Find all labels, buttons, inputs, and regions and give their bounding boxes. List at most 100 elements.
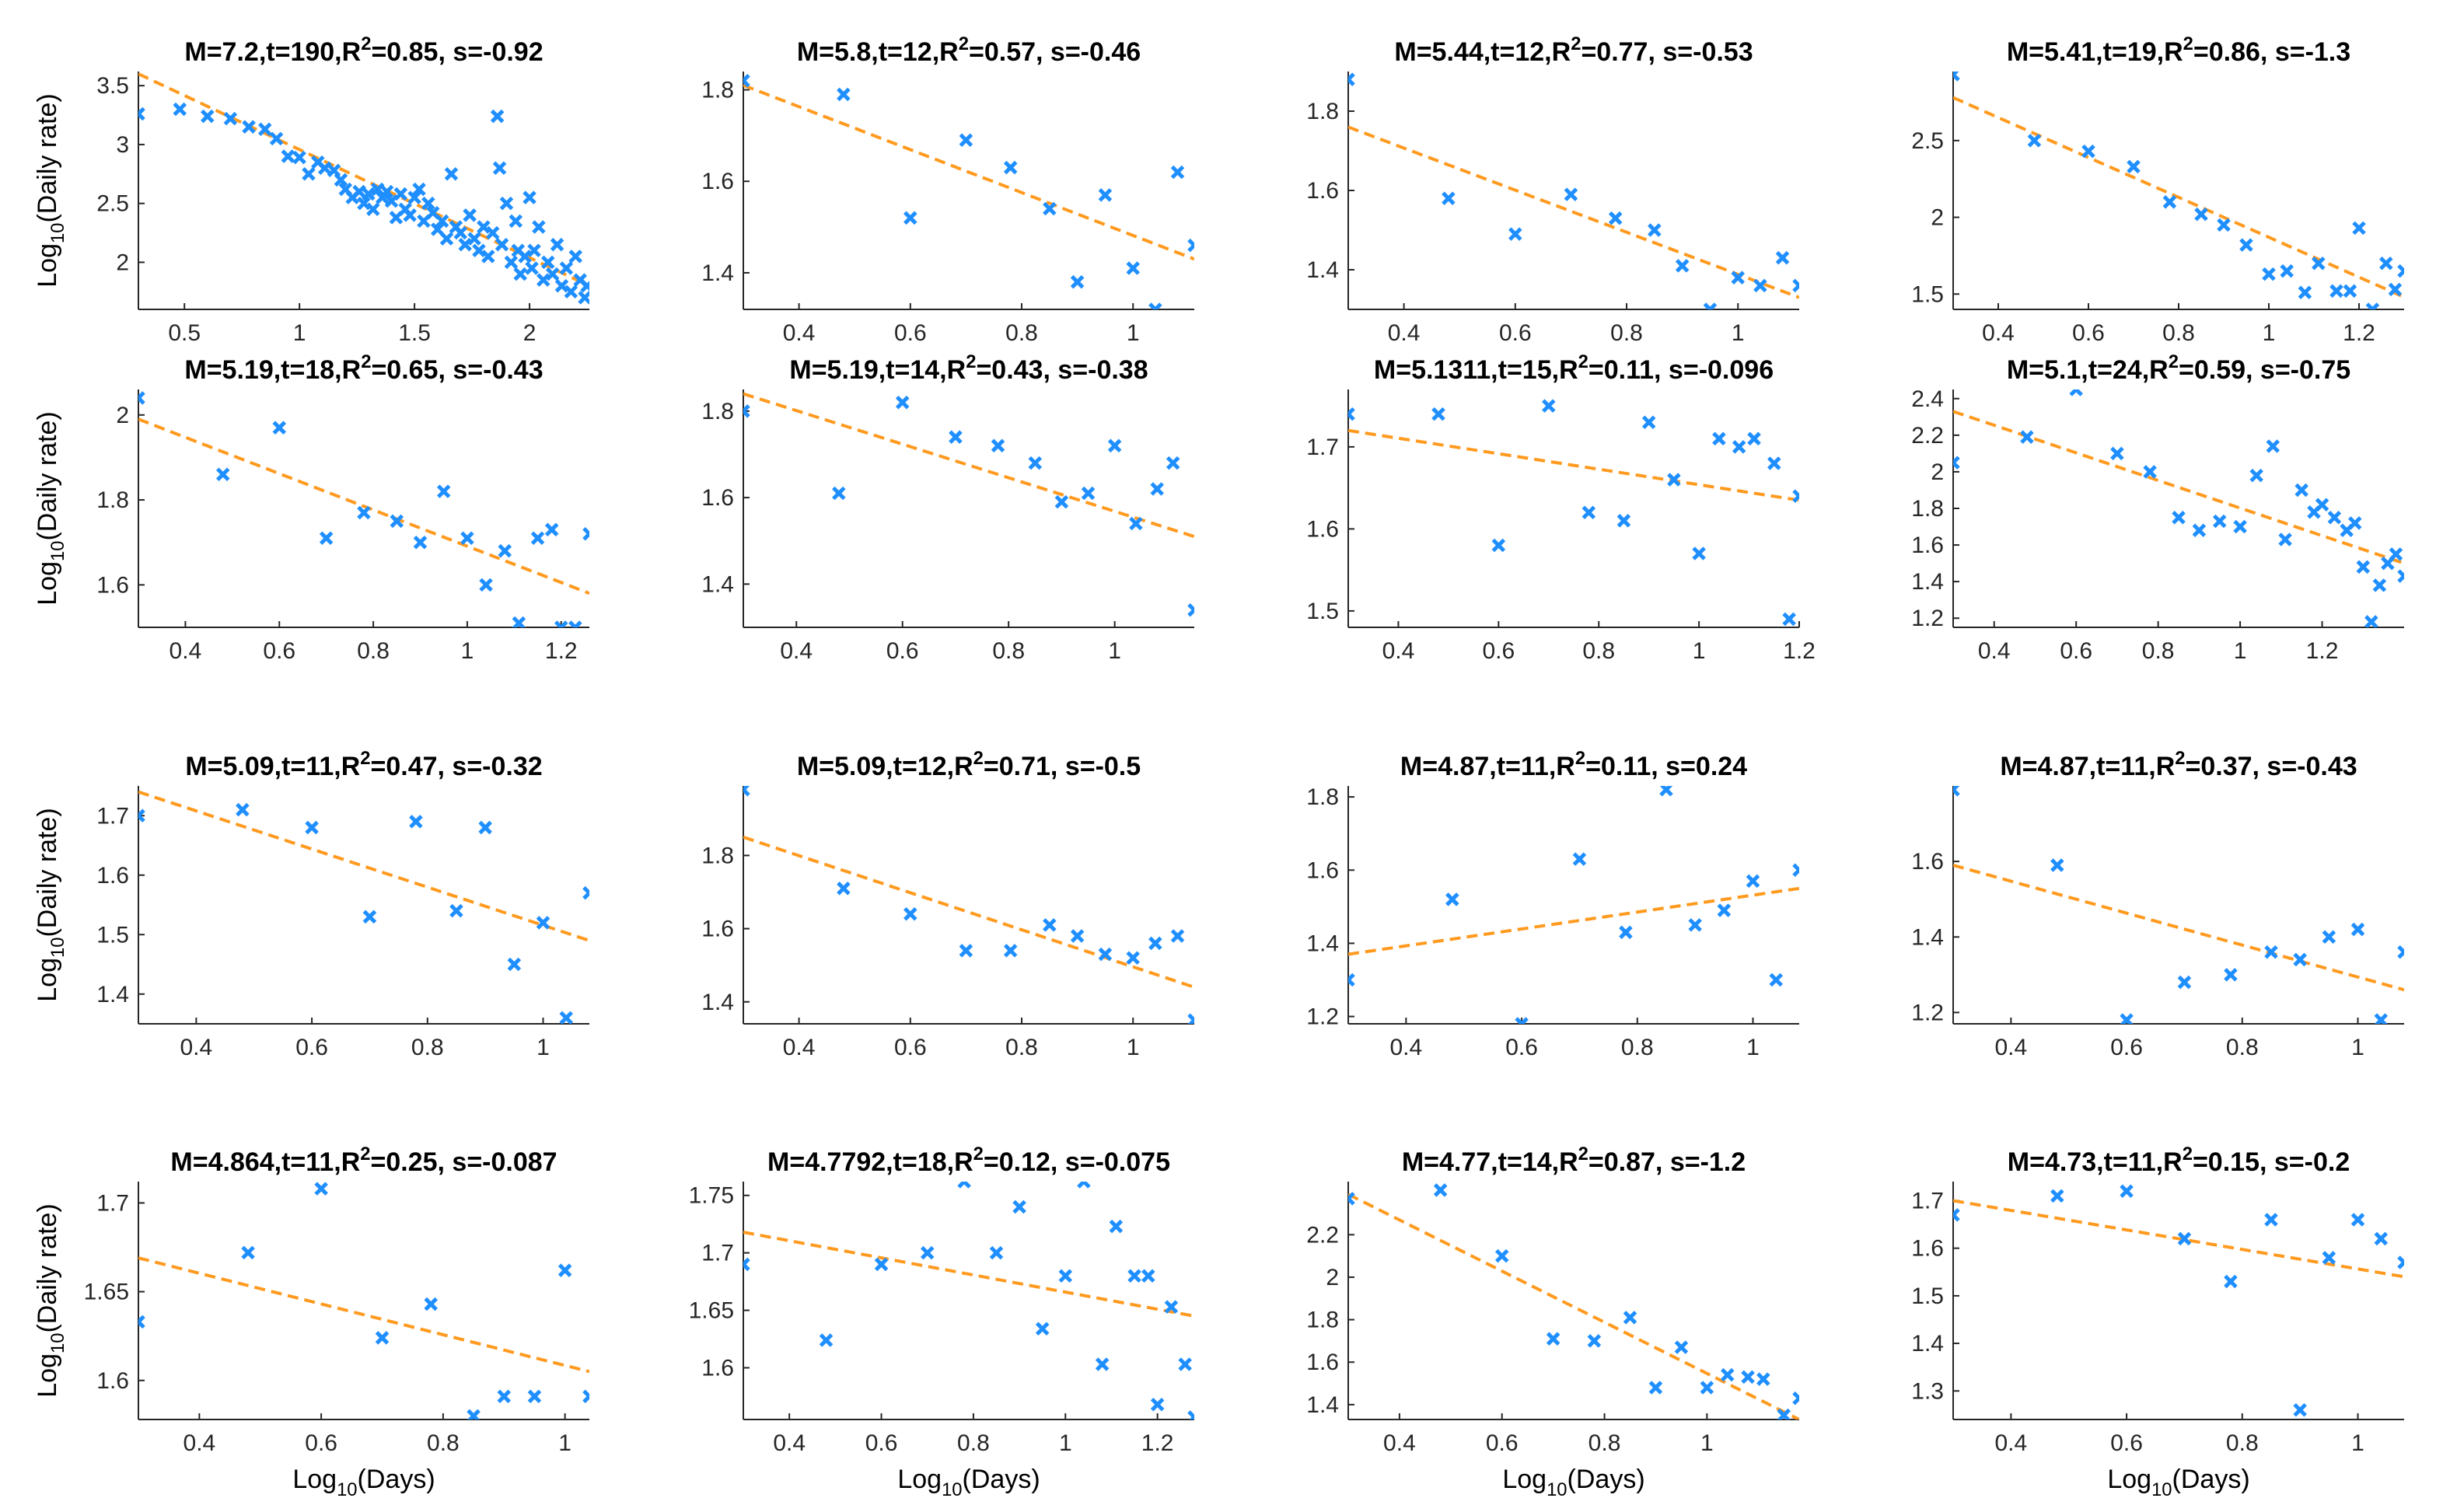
- y-tick-label: 1.8: [1911, 496, 1944, 522]
- y-tick-label: 2: [1326, 1265, 1339, 1290]
- x-tick-label: 0.4: [180, 1035, 212, 1060]
- data-point: [1141, 1269, 1155, 1283]
- data-point: [2347, 516, 2362, 530]
- data-point: [366, 202, 380, 217]
- data-point: [1348, 1192, 1355, 1206]
- x-tick-label: 1.5: [398, 320, 431, 346]
- data-point: [1187, 602, 1194, 617]
- data-point: [1148, 302, 1162, 309]
- chart-title: M=5.19,t=18,R2​=0.65, s=-0.43: [184, 351, 543, 385]
- data-point: [1095, 1357, 1110, 1371]
- data-point: [1445, 892, 1459, 906]
- data-point: [1058, 1269, 1073, 1283]
- chart-panel-16: M=4.73,t=11,R2​=0.15, s=-0.2 0.4 0.6 0.8 1 1.…: [1911, 1144, 2404, 1500]
- data-point: [1753, 278, 1767, 293]
- data-point: [1170, 165, 1185, 180]
- data-point: [2374, 1013, 2389, 1024]
- data-point: [874, 1257, 889, 1272]
- data-point: [497, 1389, 512, 1404]
- plot-data: [1953, 1184, 2404, 1417]
- data-point: [1127, 1269, 1141, 1283]
- y-tick-label: 1.6: [701, 169, 734, 194]
- x-tick-label: 1.2: [1783, 638, 1816, 664]
- x-tick-label: 1.2: [545, 638, 578, 664]
- x-tick-label: 1: [1108, 638, 1121, 664]
- data-point: [743, 1257, 750, 1272]
- data-point: [518, 250, 532, 264]
- data-point: [1564, 187, 1578, 201]
- data-point: [743, 74, 750, 88]
- y-tick-label: 1.6: [1911, 849, 1944, 875]
- data-point: [362, 910, 377, 924]
- y-tick-label: 1.65: [689, 1298, 734, 1324]
- data-point: [564, 285, 578, 299]
- data-point: [957, 1182, 971, 1189]
- chart-panel-11: M=4.87,t=11,R2​=0.11, s=0.24 0.4 0.6 0.8 1 1.…: [1306, 748, 1799, 1060]
- data-point: [1953, 1208, 1960, 1222]
- data-point: [1491, 538, 1506, 553]
- data-point: [504, 255, 519, 270]
- data-point: [2127, 159, 2141, 174]
- data-point: [1792, 1391, 1799, 1405]
- y-tick-label: 2: [1931, 459, 1944, 485]
- data-point: [393, 187, 408, 201]
- data-point: [2069, 389, 2083, 396]
- data-point: [472, 243, 486, 258]
- data-point: [2388, 282, 2403, 297]
- data-point: [1659, 786, 1673, 797]
- data-point: [1035, 1322, 1050, 1336]
- data-point: [1623, 1311, 1637, 1325]
- x-tick-label: 0.6: [2072, 320, 2105, 346]
- data-point: [2143, 465, 2157, 479]
- x-tick-label: 0.8: [357, 638, 390, 664]
- x-tick-label: 1.2: [2343, 320, 2375, 346]
- data-point: [460, 531, 474, 546]
- y-tick-label: 1.4: [1911, 924, 1944, 950]
- data-point: [1054, 494, 1069, 509]
- x-tick-label: 0.6: [1482, 638, 1515, 664]
- y-tick-label: 1.6: [701, 917, 734, 942]
- data-point: [1150, 1398, 1165, 1412]
- data-point: [201, 109, 215, 124]
- data-point: [568, 250, 583, 264]
- data-point: [334, 173, 348, 187]
- y-tick-label: 2: [116, 403, 129, 428]
- data-point: [2050, 1189, 2064, 1203]
- x-tick-label: 0.4: [1994, 1430, 2027, 1456]
- data-point: [479, 578, 493, 592]
- data-point: [2298, 285, 2312, 300]
- data-point: [2293, 1402, 2307, 1417]
- x-tick-label: 1: [558, 1430, 571, 1456]
- data-point: [223, 111, 238, 126]
- x-tick-label: 0.4: [1982, 320, 2015, 346]
- x-axis-label: Log10​(Days): [1502, 1465, 1644, 1500]
- data-point: [1775, 250, 1790, 265]
- x-tick-label: 1.2: [1141, 1430, 1174, 1456]
- data-point: [509, 214, 523, 229]
- y-tick-label: 1.4: [1911, 569, 1944, 595]
- y-tick-label: 3.5: [96, 73, 129, 99]
- data-point: [390, 514, 404, 529]
- data-point: [2343, 284, 2357, 299]
- data-point: [2264, 1213, 2278, 1227]
- y-tick-label: 1.5: [1911, 1283, 1944, 1309]
- data-point: [1641, 415, 1656, 429]
- data-point: [1433, 1183, 1448, 1197]
- x-tick-label: 0.6: [295, 1035, 328, 1060]
- y-tick-label: 1.6: [1306, 178, 1339, 204]
- x-tick-label: 0.6: [305, 1430, 337, 1456]
- data-point: [2372, 578, 2387, 592]
- x-tick-label: 0.6: [1505, 1035, 1538, 1060]
- data-point: [1953, 456, 1960, 470]
- y-tick-label: 3: [116, 132, 129, 158]
- chart-panel-14: M=4.7792,t=18,R2​=0.12, s=-0.075 0.4 0.6 0.…: [689, 1144, 1194, 1500]
- data-point: [444, 167, 459, 181]
- chart-panel-9: M=5.09,t=11,R2​=0.47, s=-0.32 0.4 0.6 0.8 1 1…: [33, 748, 589, 1060]
- data-point: [403, 208, 417, 222]
- data-point: [550, 237, 564, 252]
- y-tick-label: 1.4: [96, 982, 129, 1007]
- data-point: [903, 211, 917, 225]
- data-point: [2322, 930, 2336, 945]
- data-point: [379, 184, 394, 199]
